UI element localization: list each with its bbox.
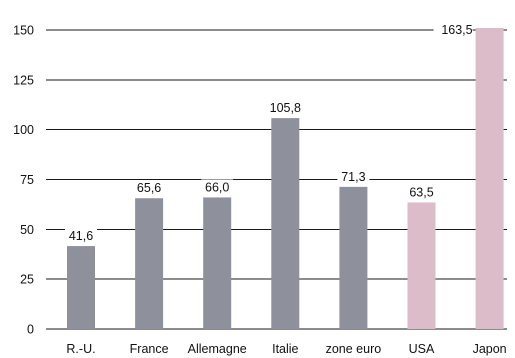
x-tick-label: zone euro [326,342,382,356]
x-tick-label: Allemagne [188,342,247,356]
value-label-bg [265,100,305,116]
bar [271,118,300,329]
value-labels: 41,6 65,6 66,0 105,8 71,3 63,5 163,5 [65,22,473,244]
x-tick-label: France [130,342,169,356]
x-tick-label: Italie [272,342,298,356]
y-tick-label: 75 [20,173,34,187]
x-axis: R.-U. France Allemagne Italie zone euro USA Ja… [66,342,506,356]
y-tick-label: 50 [20,223,34,237]
value-label-bg [405,184,438,200]
value-label: 66,0 [205,180,229,194]
bar [339,186,368,329]
value-label-bg [65,228,97,244]
value-label: 65,6 [137,181,161,195]
x-tick-label: Japon [473,342,507,356]
value-label: 41,6 [69,229,93,243]
x-tick-label: R.-U. [66,342,95,356]
value-label: 163,5 [441,23,472,37]
value-label-bg [133,180,166,196]
bar [67,246,95,329]
y-axis: 0 25 50 75 100 125 150 [13,24,34,337]
value-label-bg [337,168,370,184]
value-label-bg [433,22,473,37]
bar [135,198,164,329]
y-tick-label: 150 [13,24,34,38]
value-label-bg [201,179,234,195]
value-label: 71,3 [341,170,365,184]
bars [67,28,504,330]
bar [407,202,436,329]
value-label: 63,5 [409,185,433,199]
bar [475,28,504,330]
y-tick-label: 125 [13,73,34,87]
y-tick-label: 25 [20,273,34,287]
y-tick-label: 0 [27,323,34,337]
y-tick-label: 100 [13,123,34,137]
bar [203,197,232,329]
x-tick-label: USA [409,342,435,356]
value-label: 105,8 [270,101,301,115]
